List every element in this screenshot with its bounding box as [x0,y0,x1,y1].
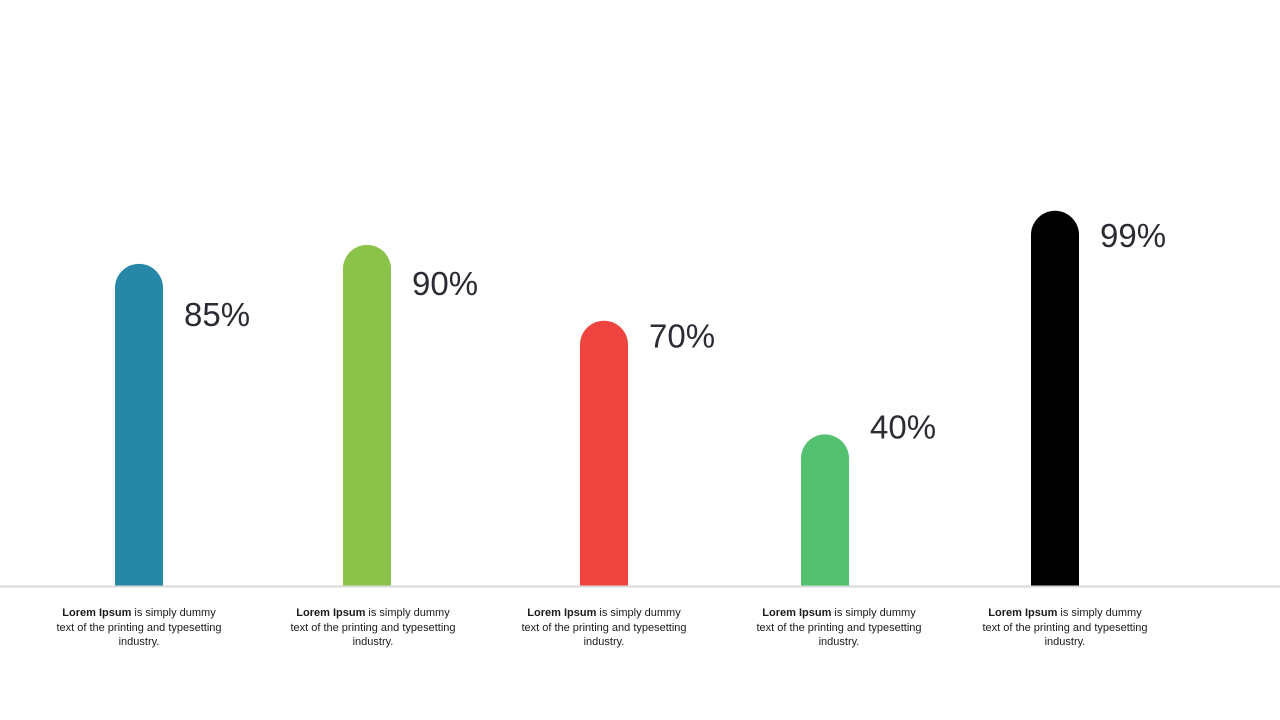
caption-5-bold: Lorem Ipsum [988,607,1058,619]
caption-3: Lorem Ipsum is simply dummy text of the … [519,606,689,650]
bar-2 [343,244,391,586]
value-labels-group: 85% 90% 70% 40% 99% [184,217,1166,446]
caption-2: Lorem Ipsum is simply dummy text of the … [288,606,458,650]
caption-3-text: is simply dummy text of the printing and… [521,607,687,648]
caption-4-text: is simply dummy text of the printing and… [756,607,922,648]
caption-2-bold: Lorem Ipsum [296,607,366,619]
bar-3 [580,320,628,586]
bar-value-label-3: 70% [649,318,715,355]
bar-1 [115,263,163,586]
caption-4: Lorem Ipsum is simply dummy text of the … [754,606,924,650]
bar-value-label-1: 85% [184,296,250,333]
caption-1-text: is simply dummy text of the printing and… [56,607,222,648]
bar-value-label-4: 40% [870,408,936,445]
caption-3-bold: Lorem Ipsum [527,607,597,619]
bar-value-label-5: 99% [1100,217,1166,254]
caption-5-text: is simply dummy text of the printing and… [982,607,1148,648]
caption-1-bold: Lorem Ipsum [62,607,132,619]
caption-2-text: is simply dummy text of the printing and… [290,607,456,648]
bar-4 [801,434,849,586]
bar-5 [1031,210,1079,586]
caption-1: Lorem Ipsum is simply dummy text of the … [54,606,224,650]
caption-4-bold: Lorem Ipsum [762,607,832,619]
bars-group [115,210,1079,586]
caption-5: Lorem Ipsum is simply dummy text of the … [980,606,1150,650]
bar-value-label-2: 90% [412,265,478,302]
